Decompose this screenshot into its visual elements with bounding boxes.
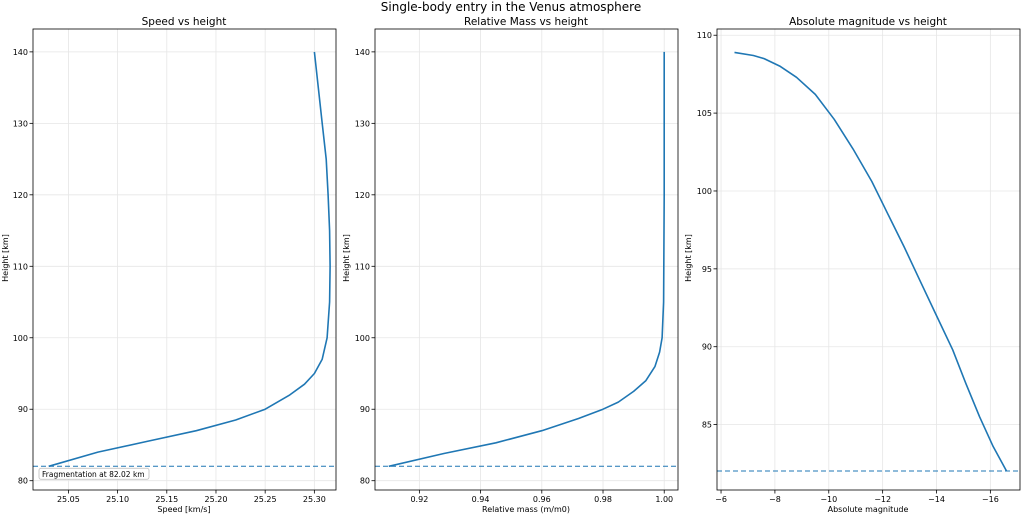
x-axis-label: Speed [km/s]: [157, 505, 210, 514]
y-axis-label: Height [km]: [342, 234, 351, 282]
x-tick-label: 25.20: [205, 495, 228, 504]
series-line: [734, 51, 1008, 472]
y-tick-label: 80: [18, 477, 28, 486]
y-tick-label: 80: [360, 477, 370, 486]
annotation-text: Fragmentation at 82.02 km: [42, 470, 145, 479]
relative-mass-vs-height-panel: Relative Mass vs height Relative mass (m…: [342, 16, 679, 514]
y-tick-label: 100: [697, 187, 712, 196]
figure-suptitle: Single-body entry in the Venus atmospher…: [381, 0, 641, 14]
y-tick-label: 130: [13, 119, 28, 128]
axes-frame: [374, 28, 679, 491]
annotation-box: [38, 467, 150, 480]
absolute-magnitude-vs-height-panel: Absolute magnitude vs height Absolute ma…: [684, 16, 1021, 514]
x-tick-label: −6: [715, 495, 727, 504]
y-tick-label: 90: [360, 405, 370, 414]
x-tick-label: 25.25: [254, 495, 277, 504]
x-tick-label: 0.98: [594, 495, 612, 504]
y-tick-label: 85: [702, 421, 712, 430]
y-tick-label: 120: [355, 191, 370, 200]
x-tick-label: −10: [820, 495, 837, 504]
x-tick-label: 25.05: [57, 495, 80, 504]
x-tick-label: 0.96: [533, 495, 551, 504]
x-axis-label: Absolute magnitude: [828, 505, 909, 514]
x-tick-label: 1.00: [655, 495, 673, 504]
y-tick-label: 100: [13, 334, 28, 343]
y-tick-label: 90: [702, 343, 712, 352]
x-tick-label: −14: [928, 495, 945, 504]
y-tick-label: 110: [355, 262, 370, 271]
y-tick-label: 130: [355, 119, 370, 128]
y-axis-label: Height [km]: [1, 234, 10, 282]
y-tick-label: 95: [702, 265, 712, 274]
x-tick-label: 25.30: [303, 495, 326, 504]
y-tick-label: 100: [355, 334, 370, 343]
x-tick-label: 0.92: [410, 495, 428, 504]
x-tick-label: 0.94: [472, 495, 490, 504]
x-tick-label: −12: [874, 495, 891, 504]
series-line: [388, 51, 666, 468]
x-tick-label: 25.10: [106, 495, 129, 504]
x-tick-label: −8: [769, 495, 781, 504]
y-tick-label: 90: [18, 405, 28, 414]
axes-frame: [716, 28, 1021, 491]
y-tick-label: 105: [697, 109, 712, 118]
y-axis-label: Height [km]: [684, 234, 693, 282]
x-tick-label: 25.15: [155, 495, 178, 504]
y-tick-label: 140: [355, 48, 370, 57]
y-tick-label: 120: [13, 191, 28, 200]
series-line: [48, 51, 331, 468]
x-tick-label: −16: [982, 495, 999, 504]
y-tick-label: 110: [13, 262, 28, 271]
panel-title: Relative Mass vs height: [464, 16, 588, 28]
x-axis-label: Relative mass (m/m0): [482, 505, 570, 514]
axes-frame: [32, 28, 337, 491]
panel-title: Absolute magnitude vs height: [789, 16, 947, 28]
speed-vs-height-panel: Speed vs height Speed [km/s] Height [km]…: [1, 16, 337, 514]
y-tick-label: 140: [13, 48, 28, 57]
panel-title: Speed vs height: [142, 16, 227, 28]
y-tick-label: 110: [697, 31, 712, 40]
